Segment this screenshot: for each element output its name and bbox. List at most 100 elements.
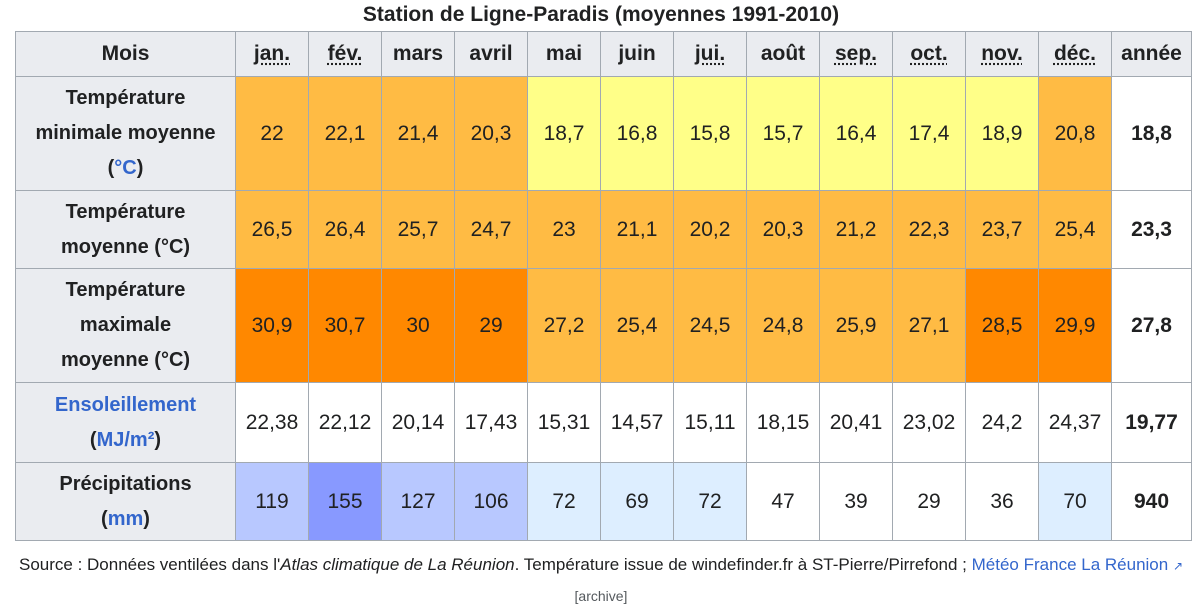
unit-link[interactable]: °C	[114, 157, 137, 179]
archive-link[interactable]: [archive]	[574, 588, 628, 604]
table-cell: 25,7	[381, 190, 455, 269]
table-cell: 30	[381, 268, 455, 383]
month-label: jui.	[694, 42, 726, 65]
table-row-tmin: Température minimale moyenne (°C) 22 22,1 21,…	[15, 76, 1192, 191]
table-cell: 22,3	[892, 190, 966, 269]
table-cell: 69	[600, 462, 674, 541]
row-label-text: maximale	[79, 314, 172, 336]
table-cell: 155	[308, 462, 382, 541]
month-label: mai	[545, 42, 583, 65]
table-cell: 29	[892, 462, 966, 541]
table-cell: 18,15	[746, 382, 820, 463]
table-cell: 70	[1038, 462, 1112, 541]
table-row-tmax: Température maximale moyenne (°C) 30,9 30,7 3…	[15, 268, 1192, 383]
row-label-line: Température	[16, 81, 235, 116]
header-row: Mois jan. fév. mars avril mai juin jui. …	[15, 31, 1192, 77]
table-cell: 24,37	[1038, 382, 1112, 463]
row-label: Précipitations (mm)	[15, 462, 236, 541]
table-cell: 22,1	[308, 76, 382, 191]
row-label-text: (	[101, 507, 108, 530]
source-note: Source : Données ventilées dans l'Atlas …	[0, 550, 1202, 611]
table-cell: 27,2	[527, 268, 601, 383]
table-cell: 22,12	[308, 382, 382, 463]
month-header: déc.	[1038, 31, 1112, 77]
month-label: août	[760, 42, 806, 65]
row-label-text: Température	[65, 279, 186, 301]
month-header: avril	[454, 31, 528, 77]
year-total-cell: 19,77	[1111, 382, 1192, 463]
table-cell: 21,2	[819, 190, 893, 269]
year-header: année	[1111, 31, 1192, 77]
row-label-text: )	[154, 428, 162, 451]
month-label: jan.	[253, 42, 291, 65]
table-cell: 24,7	[454, 190, 528, 269]
row-label-line: (MJ/m²)	[16, 423, 235, 458]
row-label: Température maximale moyenne (°C)	[15, 268, 236, 383]
table-cell: 36	[965, 462, 1039, 541]
month-header: juin	[600, 31, 674, 77]
row-label-text: moyenne (°C)	[60, 235, 191, 258]
row-label: Température moyenne (°C)	[15, 190, 236, 269]
source-atlas-title: Atlas climatique de La Réunion	[280, 555, 515, 574]
table-row-precip: Précipitations (mm) 119 155 127 106 72 69 72 47 39…	[15, 462, 1192, 541]
table-cell: 72	[673, 462, 747, 541]
row-label: Température minimale moyenne (°C)	[15, 76, 236, 191]
table-cell: 17,43	[454, 382, 528, 463]
row-label-text: minimale moyenne	[35, 122, 216, 144]
table-cell: 18,7	[527, 76, 601, 191]
table-cell: 21,4	[381, 76, 455, 191]
table-cell: 20,2	[673, 190, 747, 269]
table-cell: 23	[527, 190, 601, 269]
table-cell: 23,02	[892, 382, 966, 463]
row-label-line: Température	[16, 273, 235, 308]
month-label: oct.	[910, 42, 948, 65]
table-cell: 23,7	[965, 190, 1039, 269]
table-row-tmoy: Température moyenne (°C) 26,5 26,4 25,7 24,7 2…	[15, 190, 1192, 269]
row-label-text: (	[89, 428, 97, 451]
table-cell: 106	[454, 462, 528, 541]
table-cell: 119	[235, 462, 309, 541]
row-label-text: (	[107, 157, 115, 179]
table-cell: 22	[235, 76, 309, 191]
row-label-text: moyenne (°C)	[60, 349, 191, 371]
month-label: mars	[392, 42, 444, 65]
month-label: avril	[469, 42, 513, 65]
table-cell: 17,4	[892, 76, 966, 191]
unit-link[interactable]: Ensoleillement	[54, 393, 197, 416]
row-label-line: maximale	[16, 308, 235, 343]
table-cell: 30,7	[308, 268, 382, 383]
table-cell: 20,14	[381, 382, 455, 463]
row-label-line: Ensoleillement	[16, 388, 235, 423]
table-cell: 24,2	[965, 382, 1039, 463]
unit-link[interactable]: mm	[107, 507, 144, 530]
table-caption: Station de Ligne-Paradis (moyennes 1991-…	[362, 3, 840, 26]
table-cell: 14,57	[600, 382, 674, 463]
row-label-text: Température	[65, 200, 186, 223]
month-label: juin	[618, 42, 656, 65]
year-total-cell: 18,8	[1111, 76, 1192, 191]
year-total-cell: 940	[1111, 462, 1192, 541]
month-header: sep.	[819, 31, 893, 77]
climate-table: Mois jan. fév. mars avril mai juin jui. …	[15, 31, 1192, 541]
table-cell: 20,3	[746, 190, 820, 269]
table-cell: 15,7	[746, 76, 820, 191]
unit-link[interactable]: MJ/m²	[96, 428, 155, 451]
meteo-france-link[interactable]: Météo France La Réunion	[971, 555, 1169, 574]
table-cell: 21,1	[600, 190, 674, 269]
month-header: mai	[527, 31, 601, 77]
table-cell: 27,1	[892, 268, 966, 383]
month-label: déc.	[1053, 42, 1097, 65]
row-label-text: )	[143, 507, 150, 530]
mois-header: Mois	[15, 31, 236, 77]
table-cell: 29,9	[1038, 268, 1112, 383]
table-cell: 20,8	[1038, 76, 1112, 191]
month-label: sep.	[834, 42, 878, 65]
month-header: août	[746, 31, 820, 77]
table-cell: 20,41	[819, 382, 893, 463]
row-label-line: moyenne (°C)	[16, 343, 235, 378]
table-cell: 25,4	[600, 268, 674, 383]
source-prefix: Source : Données ventilées dans l'	[19, 555, 281, 574]
month-header: oct.	[892, 31, 966, 77]
table-cell: 26,5	[235, 190, 309, 269]
month-label: fév.	[327, 42, 363, 65]
